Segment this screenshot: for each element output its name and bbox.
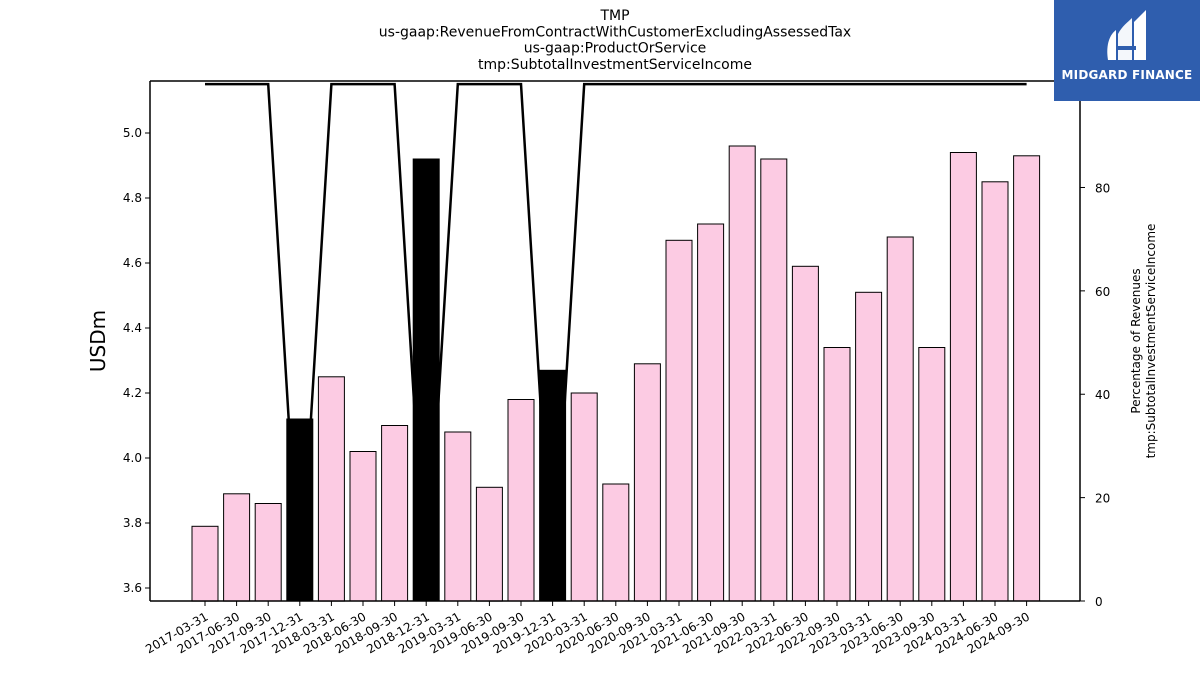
y-axis-title-right-line: Percentage of Revenues — [1129, 268, 1143, 413]
bar — [823, 347, 851, 602]
bar — [791, 265, 819, 602]
y-tick-right-label: 20 — [1095, 492, 1110, 506]
bar — [918, 347, 946, 602]
y-tick-label: 4.4 — [123, 321, 142, 335]
y-tick-label: 3.8 — [123, 516, 142, 530]
brand-logo: MIDGARD FINANCE — [1054, 0, 1200, 101]
bar — [570, 392, 598, 602]
y-tick-right-label: 0 — [1095, 595, 1103, 609]
bars-layer — [191, 145, 1041, 602]
logo-mark-icon — [1107, 10, 1146, 60]
y-axis-title-left: USDm — [86, 310, 110, 372]
y-tick-label: 4.0 — [123, 451, 142, 465]
bar — [633, 363, 661, 602]
y-tick-label: 4.6 — [123, 256, 142, 270]
chart-title-line: us-gaap:RevenueFromContractWithCustomerE… — [379, 24, 851, 40]
bar — [728, 145, 756, 602]
bar — [223, 493, 251, 602]
bar — [381, 425, 409, 602]
percentage-line — [205, 82, 1027, 602]
y-axis-title-right: Percentage of Revenues tmp:SubtotalInvest… — [1129, 224, 1158, 459]
axes-layer — [149, 80, 1081, 602]
y-tick-label: 5.0 — [123, 126, 142, 140]
bar — [886, 236, 914, 602]
bar — [191, 525, 219, 602]
y-tick-label: 4.2 — [123, 386, 142, 400]
bar — [444, 431, 472, 602]
bar — [981, 181, 1009, 602]
y-axis-title-right-line: tmp:SubtotalInvestmentServiceIncome — [1144, 224, 1158, 459]
chart-title: TMPus-gaap:RevenueFromContractWithCustom… — [379, 8, 851, 73]
y-tick-right-label: 40 — [1095, 388, 1110, 402]
right-y-ticks: 020406080100 — [1080, 78, 1118, 609]
bar — [602, 483, 630, 602]
y-tick-right-label: 60 — [1095, 285, 1110, 299]
bar — [949, 152, 977, 602]
y-tick-label: 3.6 — [123, 581, 142, 595]
bar — [349, 451, 377, 602]
x-ticks: 2017-03-312017-06-302017-09-302017-12-31… — [143, 601, 1032, 656]
bar — [317, 376, 345, 602]
bar — [412, 158, 440, 602]
y-tick-right-label: 80 — [1095, 181, 1110, 195]
bar — [475, 486, 503, 602]
bar — [760, 158, 788, 602]
chart-title-line: TMP — [599, 8, 629, 24]
percentage-line-layer — [205, 82, 1027, 602]
chart-title-line: us-gaap:ProductOrService — [524, 41, 707, 57]
left-y-ticks: 3.6 3.8 4.0 4.2 4.4 4.6 4.8 5.0 — [123, 126, 150, 595]
bar — [665, 239, 693, 602]
y-tick-label: 4.8 — [123, 191, 142, 205]
bar — [507, 399, 535, 602]
bar — [1013, 155, 1041, 602]
bar — [697, 223, 725, 602]
chart-title-line: tmp:SubtotalInvestmentServiceIncome — [478, 57, 752, 73]
logo-text: MIDGARD FINANCE — [1061, 68, 1193, 82]
bar — [254, 503, 282, 602]
bar — [855, 291, 883, 602]
bar — [539, 369, 567, 602]
